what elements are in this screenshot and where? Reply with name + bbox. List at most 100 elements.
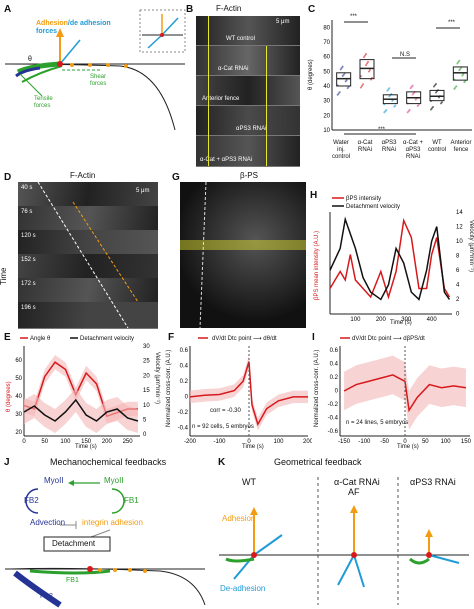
c-point	[417, 103, 420, 106]
i-y-tick: 0.4	[330, 362, 339, 368]
k-wt: WT	[242, 477, 256, 487]
f-ylabel: Normalized cross-corr. (A.U.)	[166, 349, 172, 427]
j-detachment: Detachment	[52, 539, 96, 548]
h-y2-tick: 12	[456, 225, 463, 231]
adhesion-forces-label: Adhesion/de adhesion	[36, 20, 111, 27]
panel-label-c: C	[308, 4, 316, 15]
shear-label: Shear	[90, 74, 107, 80]
f-x-tick: 100	[273, 439, 284, 445]
f-y-tick: -0.2	[178, 410, 189, 416]
d-time-label: 196 s	[21, 305, 36, 311]
e-y2-tick: 25	[143, 359, 150, 365]
c-group-label: αPS3 RNAi	[381, 140, 397, 153]
c-point	[435, 83, 437, 86]
panel-label-a: A	[4, 4, 12, 15]
k-geometry-diagram	[219, 477, 469, 605]
c-point	[441, 101, 443, 104]
k-title: Geometrical feedback	[274, 457, 362, 467]
e-x-tick: 0	[22, 439, 26, 445]
line-chart-h: 100 200 300 400 14 12 10 8 6 4 2 0	[329, 197, 463, 323]
h-x-tick: 200	[376, 317, 387, 323]
c-point	[361, 84, 363, 87]
f-y-tick: 0.2	[180, 379, 189, 385]
c-group-label: α-Cat RNAi	[357, 140, 373, 153]
e-x-tick: 200	[102, 439, 113, 445]
cell-attachment-diagram	[5, 9, 186, 131]
panel-g: G β-PS	[160, 170, 310, 330]
h-y2-tick: 8	[456, 254, 460, 260]
h-xlabel: Time (s)	[390, 320, 412, 326]
c-group-label: WT control	[427, 140, 446, 153]
i-y-tick: 0	[335, 389, 339, 395]
f-corr: corr = -0.30	[210, 408, 241, 414]
c-stars: ***	[350, 14, 358, 20]
c-y-tick: 70	[323, 40, 330, 46]
panel-label-d: D	[4, 172, 12, 183]
i-y-tick: -0.2	[328, 402, 339, 408]
b-row-label: WT control	[226, 36, 255, 42]
j-feedback-diagram	[5, 480, 206, 608]
c-point	[411, 84, 414, 87]
d-time-label: 76 s	[21, 209, 33, 215]
chartF-error-band	[190, 355, 308, 431]
c-point	[341, 65, 344, 68]
d-kymograph: 40 s 76 s 120 s 152 s 172 s 196 s 5 μm	[18, 182, 158, 329]
g-micrograph	[180, 182, 306, 328]
j-fb2: FB2	[24, 496, 39, 505]
h-x-tick: 300	[401, 317, 412, 323]
f-x-tick: 0	[247, 439, 251, 445]
forces-label: forces	[36, 28, 58, 35]
d-scale-bar: 5 μm	[136, 188, 150, 194]
panel-label-b: B	[186, 4, 194, 15]
f-y-tick: -0.4	[178, 426, 189, 432]
i-y-tick: -0.4	[328, 416, 339, 422]
e-legend-1: Angle θ	[30, 336, 51, 342]
panel-h: H 100 200 300 400 14 12 10 8 6 4 2 0 βPS intensity …	[310, 190, 474, 330]
k-deadhesion: De-adhesion	[220, 584, 266, 593]
theta-label: θ	[28, 56, 32, 63]
e-y-tick: 60	[15, 358, 22, 364]
c-point	[455, 85, 458, 88]
i-x-tick: 100	[441, 439, 452, 445]
shear-forces-label: forces	[90, 81, 107, 87]
h-y2-tick: 0	[456, 312, 460, 318]
c-point	[365, 52, 367, 55]
e-ylabel: θ (degrees)	[6, 381, 12, 412]
h-y2-tick: 4	[456, 283, 460, 289]
e-y-tick: 50	[15, 376, 22, 382]
d-time-axis: Time	[0, 267, 8, 285]
e-y2-tick: 20	[143, 373, 150, 379]
c-point	[360, 86, 362, 89]
c-stars: ***	[378, 127, 386, 133]
panel-b: B F-Actin WT control α-Cat RNAi Anterior…	[186, 0, 306, 168]
k-adhesion: Adhesion	[222, 514, 256, 523]
d-title: F-Actin	[70, 171, 96, 180]
c-point	[366, 62, 368, 65]
panel-e: E 0 50 100 150 200 250 60 50 40 30 20 30 25 20 15 10 5 0 …	[0, 332, 160, 452]
i-x-tick: 0	[403, 439, 407, 445]
f-xlabel: Time (s)	[242, 444, 264, 450]
i-legend: dV/dt Dtc point ⟶ dβPS/dt	[352, 336, 425, 342]
d-time-label: 172 s	[21, 281, 36, 287]
e-x-tick: 50	[41, 439, 48, 445]
c-point	[368, 70, 370, 73]
f-legend: dV/dt Dtc point ⟶ dθ/dt	[212, 336, 277, 342]
c-point	[408, 108, 411, 111]
j-advection: Advection	[30, 518, 66, 527]
j-myoii-1: MyoII	[44, 476, 64, 485]
b-row-label: α-Cat + αPS3 RNAi	[200, 157, 253, 163]
e-legend-2: Detachment velocity	[80, 336, 135, 342]
i-y-tick: 0.6	[330, 348, 339, 354]
e-xlabel: Time (s)	[75, 444, 97, 450]
d-time-label: 120 s	[21, 233, 36, 239]
chartE-error-band	[24, 355, 138, 424]
c-point	[388, 87, 391, 90]
c-ylabel: θ (degrees)	[308, 59, 314, 90]
h-x-tick: 400	[427, 317, 438, 323]
c-point	[364, 54, 366, 57]
c-point	[363, 56, 365, 59]
c-point	[385, 109, 388, 112]
c-point	[369, 68, 371, 71]
i-xlabel: Time (s)	[397, 444, 419, 450]
